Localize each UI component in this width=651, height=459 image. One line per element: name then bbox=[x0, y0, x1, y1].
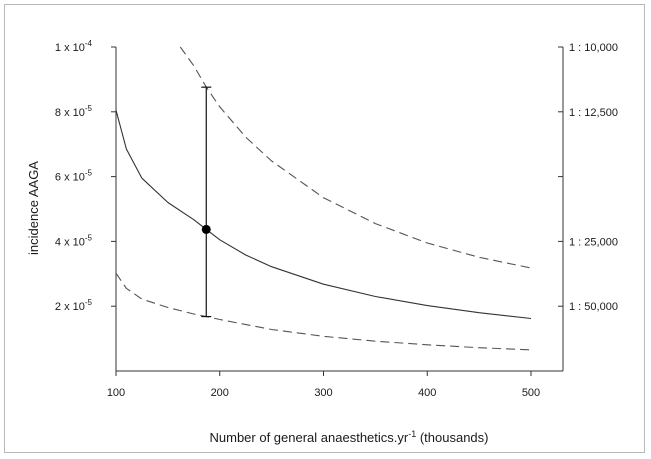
chart-frame bbox=[4, 4, 645, 453]
x-tick-label: 100 bbox=[107, 387, 125, 399]
y2-tick-label: 1 : 12,500 bbox=[569, 107, 618, 119]
x-axis-label-suffix: (thousands) bbox=[416, 430, 488, 445]
axes: 2 x 10-5 4 x 10-5 6 x 10-5 8 x 10-5 1 x 10-4… bbox=[55, 39, 618, 399]
series-line-2-dashed bbox=[179, 46, 532, 269]
y-tick-label: 2 x 10-5 bbox=[55, 298, 93, 313]
x-axis-label-main: Number of general anaesthetics.yr bbox=[210, 430, 409, 445]
x-tick-label: 300 bbox=[314, 387, 332, 399]
x-tick-label: 500 bbox=[522, 387, 540, 399]
y-axis-label: incidence AAGA bbox=[26, 161, 41, 255]
series-group bbox=[115, 46, 532, 351]
y-tick-label: 6 x 10-5 bbox=[55, 169, 93, 184]
y2-tick-label: 1 : 25,000 bbox=[569, 236, 618, 248]
annotations bbox=[201, 86, 212, 318]
x-axis-label-superscript: -1 bbox=[408, 429, 416, 439]
point-estimate-marker bbox=[201, 224, 211, 234]
y2-tick-label: 1 : 50,000 bbox=[569, 301, 618, 313]
x-tick-label: 200 bbox=[211, 387, 229, 399]
series-line-1-solid bbox=[115, 110, 532, 320]
x-axis-label: Number of general anaesthetics.yr-1 (tho… bbox=[210, 429, 489, 445]
x-tick-label: 400 bbox=[418, 387, 436, 399]
y-tick-label: 4 x 10-5 bbox=[55, 233, 93, 248]
y-tick-label: 1 x 10-4 bbox=[55, 39, 93, 54]
y-tick-label: 8 x 10-5 bbox=[55, 104, 93, 119]
y2-tick-label: 1 : 10,000 bbox=[569, 42, 618, 54]
series-line-3-dashed bbox=[115, 272, 532, 351]
